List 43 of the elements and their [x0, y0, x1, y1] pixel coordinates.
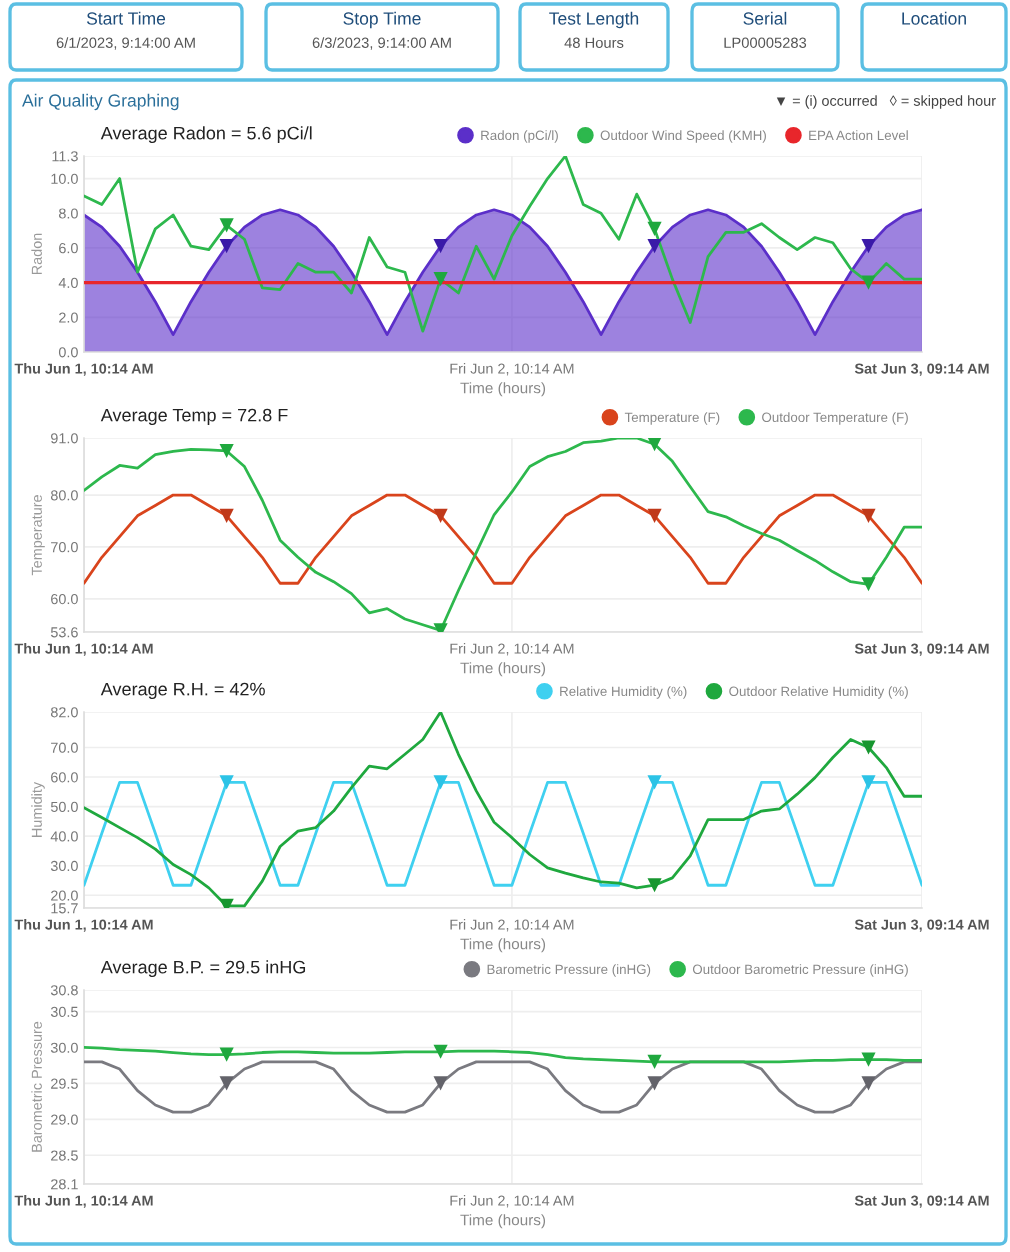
point [861, 1076, 876, 1091]
chart-title: Average Temp = 72.8 F [100, 408, 288, 426]
point [647, 438, 662, 452]
line-series [84, 438, 922, 632]
point [647, 775, 662, 790]
point [433, 1044, 448, 1059]
chart-title: Average B.P. = 29.5 inHG [100, 960, 306, 978]
point [433, 775, 448, 790]
point [433, 239, 448, 254]
point [861, 775, 876, 790]
point [861, 508, 876, 523]
point [861, 275, 876, 290]
point [219, 1076, 234, 1091]
point [433, 272, 448, 287]
point [219, 775, 234, 790]
point [433, 1076, 448, 1091]
line-series [84, 493, 922, 585]
point [219, 239, 234, 254]
point [647, 1076, 662, 1091]
chart-title: Average R.H. = 42% [100, 682, 265, 700]
text: Location [902, 11, 966, 25]
point [861, 740, 876, 755]
point [219, 218, 234, 233]
point [647, 1054, 662, 1069]
chart-title: Average Radon = 5.6 pCi/l [100, 126, 312, 144]
text: Start Time [86, 11, 166, 25]
point [647, 239, 662, 254]
point [861, 577, 876, 592]
point [647, 221, 662, 236]
point [219, 508, 234, 523]
text: Air Quality Graphing [22, 93, 179, 111]
line-series [84, 1060, 922, 1114]
point [861, 239, 876, 254]
point [647, 878, 662, 893]
point [219, 1047, 234, 1062]
text: Stop Time [343, 11, 421, 29]
text: Serial [743, 11, 787, 25]
text: Test Length [549, 11, 639, 29]
line-series [84, 712, 922, 908]
point [647, 508, 662, 523]
point [219, 443, 234, 459]
point [861, 1052, 876, 1067]
point [433, 508, 448, 523]
